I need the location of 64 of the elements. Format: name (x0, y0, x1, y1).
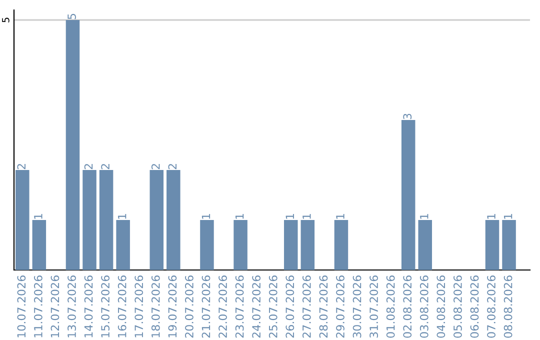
x-tick-label: 21.07.2026 (202, 276, 210, 338)
x-tick-label: 04.08.2026 (436, 276, 446, 338)
x-tick-label: 24.07.2026 (252, 276, 261, 338)
x-tick-label: 25.07.2026 (268, 276, 278, 338)
data-label: 5 (68, 14, 76, 20)
x-tick-label: 11.07.2026 (34, 276, 42, 338)
x-tick-label: 05.08.2026 (454, 276, 462, 338)
x-tick-label: 13.07.2026 (68, 276, 76, 338)
x-tick-label: 23.07.2026 (235, 276, 244, 338)
bar (200, 220, 214, 270)
bar (99, 170, 114, 270)
bar (116, 220, 130, 270)
x-tick-label: 18.07.2026 (151, 276, 160, 338)
x-tick-label: 19.07.2026 (168, 276, 177, 338)
bar (485, 220, 500, 270)
bar (284, 220, 298, 270)
bar (32, 220, 46, 270)
x-tick-label: 31.07.2026 (370, 276, 378, 338)
x-tick-label: 22.07.2026 (218, 276, 227, 338)
data-label: 1 (302, 214, 311, 219)
bar (16, 170, 30, 270)
data-label: 2 (84, 164, 93, 170)
x-tick-label: 01.08.2026 (386, 276, 395, 338)
bar (234, 220, 248, 270)
data-label: 1 (286, 214, 294, 219)
x-tick-label: 10.07.2026 (17, 276, 26, 338)
data-label: 1 (118, 214, 126, 219)
data-label: 1 (487, 214, 496, 219)
bar (150, 170, 164, 270)
x-tick-label: 29.07.2026 (336, 276, 344, 338)
x-tick-label: 17.07.2026 (134, 276, 144, 338)
data-label: 1 (336, 214, 344, 219)
x-tick-label: 06.08.2026 (470, 276, 479, 338)
bar (166, 170, 180, 270)
bar (82, 170, 96, 270)
x-tick-label: 26.07.2026 (286, 276, 294, 338)
bar (418, 220, 432, 270)
data-label: 2 (151, 164, 160, 170)
bar (300, 220, 315, 270)
x-tick-label: 28.07.2026 (319, 276, 328, 338)
x-tick-label: 16.07.2026 (118, 276, 126, 338)
x-tick-label: 07.08.2026 (487, 276, 496, 338)
data-label: 2 (101, 164, 110, 170)
data-label: 1 (236, 214, 244, 219)
data-label: 1 (202, 214, 210, 219)
data-label: 1 (504, 214, 512, 219)
x-tick-label: 12.07.2026 (50, 276, 60, 338)
x-tick-label: 03.08.2026 (420, 276, 428, 338)
data-label: 2 (168, 164, 176, 170)
x-tick-label: 14.07.2026 (84, 276, 93, 338)
x-tick-label: 15.07.2026 (101, 276, 110, 338)
x-tick-label: 02.08.2026 (403, 276, 412, 338)
bar (334, 220, 348, 270)
x-tick-label: 27.07.2026 (302, 276, 311, 338)
data-label: 2 (17, 164, 26, 170)
x-tick-label: 30.07.2026 (352, 276, 362, 338)
data-label: 1 (420, 214, 428, 219)
data-label: 3 (403, 114, 412, 120)
bar (66, 20, 80, 270)
bar (401, 120, 416, 270)
bar (502, 220, 516, 270)
x-tick-label: 20.07.2026 (185, 276, 194, 338)
data-label: 1 (34, 214, 42, 219)
x-tick-label: 08.08.2026 (504, 276, 512, 338)
